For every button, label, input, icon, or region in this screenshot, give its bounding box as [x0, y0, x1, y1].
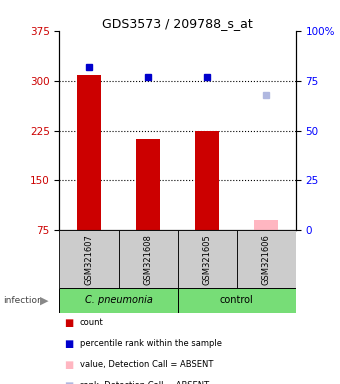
Text: C. pneumonia: C. pneumonia	[85, 295, 153, 306]
Text: value, Detection Call = ABSENT: value, Detection Call = ABSENT	[80, 360, 213, 369]
Text: ■: ■	[65, 381, 74, 384]
Text: ■: ■	[65, 339, 74, 349]
Bar	[195, 131, 219, 230]
Text: percentile rank within the sample: percentile rank within the sample	[80, 339, 222, 348]
Bar	[77, 75, 101, 230]
Text: rank, Detection Call = ABSENT: rank, Detection Call = ABSENT	[80, 381, 209, 384]
Text: control: control	[220, 295, 254, 306]
Bar	[254, 220, 278, 230]
Bar	[59, 288, 177, 313]
Text: GSM321608: GSM321608	[143, 234, 153, 285]
Text: GSM321605: GSM321605	[203, 234, 212, 285]
Bar	[136, 139, 160, 230]
Text: ■: ■	[65, 360, 74, 370]
Bar	[59, 230, 119, 288]
Text: GSM321606: GSM321606	[262, 234, 271, 285]
Text: infection: infection	[3, 296, 43, 305]
Text: count: count	[80, 318, 104, 327]
Bar	[119, 230, 177, 288]
Text: GSM321607: GSM321607	[85, 234, 94, 285]
Bar	[237, 230, 296, 288]
Text: ▶: ▶	[40, 295, 49, 306]
Bar	[177, 230, 237, 288]
Bar	[177, 288, 296, 313]
Title: GDS3573 / 209788_s_at: GDS3573 / 209788_s_at	[102, 17, 253, 30]
Text: ■: ■	[65, 318, 74, 328]
